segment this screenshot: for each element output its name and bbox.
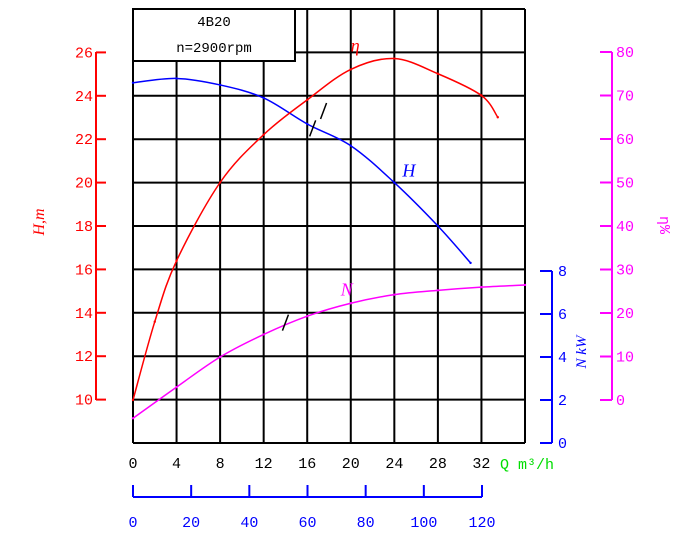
data-point-N (131, 417, 135, 420)
data-point-η (349, 68, 352, 71)
x-tick-label: 4 (172, 456, 181, 473)
power-tick-label: 0 (558, 436, 567, 453)
secondary-x-tick-label: 100 (410, 515, 437, 532)
x-tick-label: 12 (255, 456, 273, 473)
secondary-x-tick-label: 80 (357, 515, 375, 532)
efficiency-tick-label: 40 (616, 219, 634, 236)
data-point-η (436, 72, 440, 75)
head-tick-label: 16 (75, 262, 93, 279)
title-box (132, 8, 296, 62)
x-tick-label: 32 (472, 456, 490, 473)
efficiency-tick-label: 30 (616, 263, 634, 280)
data-point-N (393, 293, 396, 296)
data-point-η (496, 116, 499, 119)
data-point-N (218, 355, 222, 359)
chart-title: 4B20 (197, 15, 231, 31)
data-point-H (131, 81, 135, 84)
x-tick-label: 28 (429, 456, 447, 473)
data-point-N (349, 302, 352, 305)
head-tick-label: 14 (75, 306, 93, 323)
data-point-H (175, 77, 178, 80)
series-label-H: H (401, 161, 416, 181)
head-tick-label: 12 (75, 349, 93, 366)
duty-point-mark (319, 102, 328, 120)
secondary-x-tick-label: 20 (182, 515, 200, 532)
secondary-x-tick-label: 120 (468, 515, 495, 532)
data-point-η (131, 398, 135, 402)
duty-point-mark (308, 120, 317, 137)
data-point-η (175, 259, 178, 262)
secondary-x-tick-label: 0 (128, 515, 137, 532)
data-point-η (153, 320, 156, 323)
efficiency-tick-label: 60 (616, 132, 634, 149)
data-point-H (436, 224, 440, 228)
data-point-η (262, 133, 265, 136)
data-point-η (218, 181, 222, 184)
data-point-H (393, 181, 396, 184)
series-line-η (132, 57, 499, 401)
head-tick-label: 24 (75, 89, 93, 106)
head-tick-label: 10 (75, 393, 93, 410)
x-tick-label: 20 (342, 456, 360, 473)
data-point-N (175, 385, 178, 389)
head-tick-label: 26 (75, 45, 93, 62)
efficiency-tick-label: 20 (616, 306, 634, 323)
secondary-x-tick-label: 40 (240, 515, 258, 532)
series-line-H (132, 77, 472, 264)
data-point-H (262, 96, 265, 100)
chart-subtitle: n=2900rpm (176, 41, 252, 57)
data-point-η (480, 94, 483, 97)
efficiency-axis-label: η% (655, 216, 672, 235)
data-point-H (469, 261, 472, 265)
secondary-x-tick-label: 60 (298, 515, 316, 532)
duty-point-mark (281, 314, 290, 331)
efficiency-tick-label: 80 (616, 45, 634, 62)
head-axis-label: H,m (31, 208, 48, 236)
head-tick-label: 20 (75, 176, 93, 193)
x-tick-label: 8 (216, 456, 225, 473)
head-tick-label: 18 (75, 219, 93, 236)
power-tick-label: 2 (558, 393, 567, 410)
x-tick-label: 0 (128, 456, 137, 473)
efficiency-tick-label: 0 (616, 393, 625, 410)
data-point-η (306, 98, 309, 102)
x-tick-label: 16 (298, 456, 316, 473)
data-point-N (436, 289, 440, 292)
data-point-H (218, 83, 222, 87)
series-line-N (132, 284, 526, 419)
data-point-N (480, 285, 483, 289)
data-point-η (393, 57, 396, 60)
head-tick-label: 22 (75, 132, 93, 149)
data-point-N (262, 333, 265, 336)
data-point-N (306, 314, 309, 318)
efficiency-tick-label: 70 (616, 89, 634, 106)
power-tick-label: 6 (558, 307, 567, 324)
data-point-N (523, 283, 527, 287)
efficiency-tick-label: 50 (616, 176, 634, 193)
x-tick-label: 24 (385, 456, 403, 473)
x-axis-label: Q m³/h (500, 457, 554, 474)
series-label-η: η (351, 35, 360, 55)
efficiency-tick-label: 10 (616, 350, 634, 367)
series-label-N: N (340, 279, 354, 299)
power-tick-label: 4 (558, 350, 567, 367)
data-point-H (306, 122, 309, 126)
data-point-H (349, 144, 352, 147)
power-axis-label: N kW (574, 334, 590, 369)
power-tick-label: 8 (558, 264, 567, 281)
